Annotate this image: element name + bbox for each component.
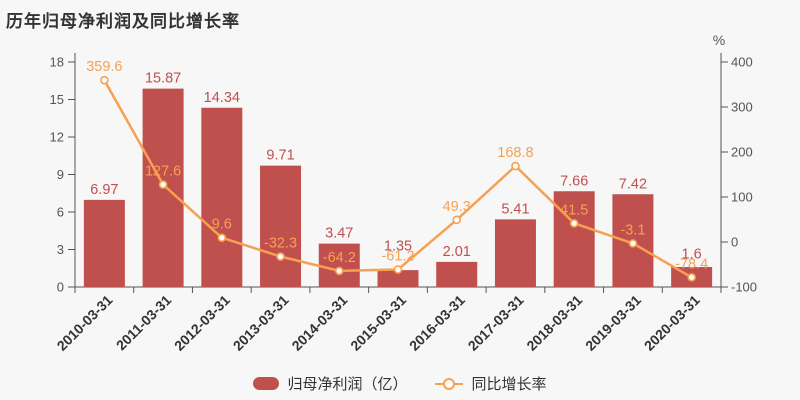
legend-label-net-profit: 归母净利润（亿） bbox=[287, 376, 408, 393]
right-axis-tick-label: 100 bbox=[731, 190, 753, 205]
line-point-2013-03-31[interactable] bbox=[276, 252, 285, 261]
line-marker-icon bbox=[434, 377, 463, 390]
bar-2013-03-31[interactable] bbox=[260, 165, 302, 287]
growth-value-label: -78.4 bbox=[675, 256, 708, 272]
growth-value-label: -64.2 bbox=[323, 250, 356, 266]
legend-label-growth-rate: 同比增长率 bbox=[471, 376, 547, 393]
profit-value-label: 7.66 bbox=[560, 173, 588, 189]
legend-item-net-profit[interactable]: 归母净利润（亿） bbox=[253, 373, 408, 394]
right-axis-tick-label: -100 bbox=[731, 280, 757, 295]
growth-value-label: 127.6 bbox=[145, 164, 181, 180]
growth-value-label: 168.8 bbox=[497, 145, 533, 161]
profit-value-label: 3.47 bbox=[325, 226, 353, 242]
bar-2014-03-31[interactable] bbox=[318, 243, 360, 287]
line-point-2017-03-31[interactable] bbox=[511, 161, 520, 171]
bar-2018-03-31[interactable] bbox=[553, 191, 595, 287]
x-axis-label: 2019-03-31 bbox=[582, 292, 644, 354]
chart-title: 历年归母净利润及同比增长率 bbox=[6, 12, 240, 31]
bar-2012-03-31[interactable] bbox=[201, 107, 243, 287]
left-axis-tick-label: 18 bbox=[50, 55, 64, 70]
profit-value-label: 15.87 bbox=[145, 71, 181, 87]
legend-item-growth-rate[interactable]: 同比增长率 bbox=[434, 373, 547, 394]
profit-value-label: 5.41 bbox=[501, 201, 529, 217]
x-axis-label: 2020-03-31 bbox=[641, 292, 703, 354]
right-axis-tick-label: 0 bbox=[731, 235, 738, 250]
line-point-2014-03-31[interactable] bbox=[334, 266, 344, 276]
profit-value-label: 6.97 bbox=[90, 182, 118, 198]
growth-value-label: 49.3 bbox=[443, 199, 471, 215]
bar-2017-03-31[interactable] bbox=[494, 219, 536, 287]
profit-value-label: 1.6 bbox=[682, 246, 702, 262]
growth-value-label: -61.2 bbox=[381, 249, 414, 265]
x-axis-label: 2014-03-31 bbox=[288, 292, 350, 354]
line-point-2015-03-31[interactable] bbox=[393, 265, 403, 274]
bar-2015-03-31[interactable] bbox=[377, 270, 419, 287]
bar-2016-03-31[interactable] bbox=[436, 261, 478, 287]
x-axis-label: 2011-03-31 bbox=[113, 292, 175, 354]
growth-value-label: 41.5 bbox=[560, 202, 588, 218]
x-axis-label: 2013-03-31 bbox=[230, 292, 292, 354]
right-axis-tick-label: 200 bbox=[731, 145, 753, 160]
line-point-2019-03-31[interactable] bbox=[628, 239, 638, 248]
x-axis-label: 2016-03-31 bbox=[406, 292, 468, 354]
right-axis-unit-label: % bbox=[713, 32, 725, 48]
x-axis-label: 2012-03-31 bbox=[171, 292, 233, 354]
right-axis-tick-label: 400 bbox=[731, 55, 753, 70]
line-point-2020-03-31[interactable] bbox=[687, 272, 696, 282]
line-point-2011-03-31[interactable] bbox=[158, 180, 168, 189]
profit-value-label: 7.42 bbox=[619, 176, 647, 192]
growth-value-label: -32.3 bbox=[264, 236, 297, 252]
legend: 归母净利润（亿） 同比增长率 bbox=[0, 373, 800, 394]
profit-value-label: 1.35 bbox=[384, 239, 412, 255]
growth-value-label: 9.6 bbox=[212, 217, 232, 233]
line-point-2016-03-31[interactable] bbox=[452, 215, 462, 225]
profit-value-label: 9.71 bbox=[266, 148, 294, 164]
x-axis-label: 2010-03-31 bbox=[54, 292, 116, 354]
growth-value-label: -3.1 bbox=[620, 222, 645, 238]
line-point-2012-03-31[interactable] bbox=[217, 233, 227, 242]
left-axis-tick-label: 9 bbox=[57, 167, 64, 182]
left-axis-tick-label: 6 bbox=[57, 205, 64, 220]
bar-2010-03-31[interactable] bbox=[83, 199, 125, 287]
profit-value-label: 14.34 bbox=[204, 90, 240, 106]
bar-swatch-icon bbox=[253, 377, 280, 390]
left-axis-tick-label: 3 bbox=[57, 242, 64, 257]
left-axis-tick-label: 15 bbox=[50, 92, 64, 107]
x-axis-label: 2017-03-31 bbox=[465, 292, 527, 354]
left-axis-tick-label: 12 bbox=[50, 130, 64, 145]
x-axis-label: 2015-03-31 bbox=[347, 292, 409, 354]
left-axis-tick-label: 0 bbox=[57, 280, 64, 295]
growth-value-label: 359.6 bbox=[86, 59, 122, 75]
line-point-2018-03-31[interactable] bbox=[569, 219, 579, 228]
x-axis-label: 2018-03-31 bbox=[523, 292, 585, 354]
profit-value-label: 2.01 bbox=[443, 244, 471, 260]
line-point-2010-03-31[interactable] bbox=[100, 75, 109, 85]
right-axis-tick-label: 300 bbox=[731, 100, 753, 115]
